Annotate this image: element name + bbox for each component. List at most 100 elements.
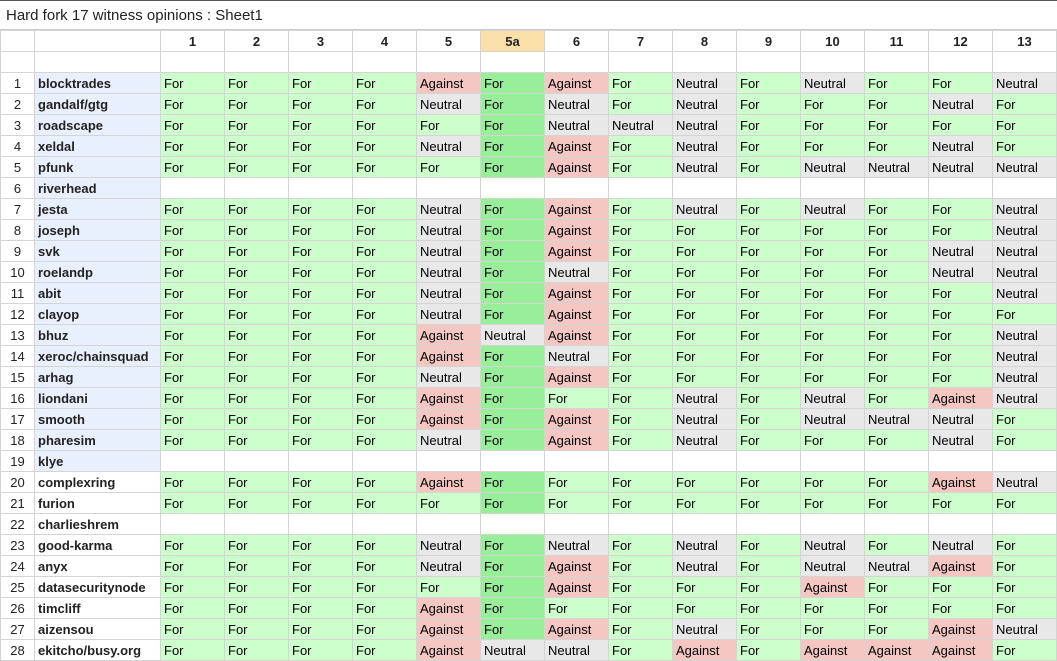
row-number[interactable]: 12 [0, 303, 35, 325]
vote-cell[interactable]: For [800, 282, 865, 304]
vote-cell[interactable]: For [480, 282, 545, 304]
vote-cell[interactable]: Against [544, 198, 609, 220]
vote-cell[interactable]: For [736, 240, 801, 262]
row-number[interactable]: 18 [0, 429, 35, 451]
vote-cell[interactable]: For [224, 219, 289, 241]
vote-cell[interactable]: For [608, 429, 673, 451]
vote-cell[interactable]: For [928, 597, 993, 619]
vote-cell[interactable]: For [992, 93, 1057, 115]
vote-cell[interactable] [800, 177, 865, 199]
vote-cell[interactable]: For [352, 303, 417, 325]
vote-cell[interactable]: For [992, 135, 1057, 157]
vote-cell[interactable]: For [352, 492, 417, 514]
vote-cell[interactable]: For [352, 534, 417, 556]
vote-cell[interactable] [416, 513, 481, 535]
vote-cell[interactable]: For [736, 408, 801, 430]
row-number[interactable]: 3 [0, 114, 35, 136]
vote-cell[interactable]: For [224, 282, 289, 304]
witness-name[interactable]: roelandp [34, 261, 161, 283]
vote-cell[interactable]: Neutral [672, 555, 737, 577]
vote-cell[interactable]: For [928, 72, 993, 94]
column-header-9[interactable]: 9 [736, 30, 801, 52]
vote-cell[interactable]: Neutral [672, 618, 737, 640]
vote-cell[interactable]: Neutral [992, 156, 1057, 178]
vote-cell[interactable] [608, 177, 673, 199]
vote-cell[interactable]: Neutral [416, 219, 481, 241]
blank-cell[interactable] [480, 51, 545, 73]
vote-cell[interactable]: Against [416, 345, 481, 367]
vote-cell[interactable]: For [160, 555, 225, 577]
vote-cell[interactable]: For [928, 219, 993, 241]
column-header-12[interactable]: 12 [928, 30, 993, 52]
vote-cell[interactable]: Neutral [416, 366, 481, 388]
blank-cell[interactable] [352, 51, 417, 73]
vote-cell[interactable]: Neutral [416, 135, 481, 157]
vote-cell[interactable]: For [288, 429, 353, 451]
vote-cell[interactable]: For [160, 366, 225, 388]
vote-cell[interactable]: For [608, 282, 673, 304]
vote-cell[interactable]: For [672, 597, 737, 619]
vote-cell[interactable]: For [224, 471, 289, 493]
witness-name[interactable]: smooth [34, 408, 161, 430]
row-number[interactable]: 6 [0, 177, 35, 199]
vote-cell[interactable] [352, 177, 417, 199]
vote-cell[interactable]: For [480, 135, 545, 157]
vote-cell[interactable]: For [736, 639, 801, 661]
vote-cell[interactable]: For [672, 282, 737, 304]
vote-cell[interactable]: Neutral [544, 639, 609, 661]
vote-cell[interactable]: For [864, 282, 929, 304]
vote-cell[interactable]: Neutral [544, 93, 609, 115]
row-number[interactable]: 8 [0, 219, 35, 241]
vote-cell[interactable] [800, 513, 865, 535]
vote-cell[interactable]: Neutral [672, 387, 737, 409]
witness-name[interactable]: klye [34, 450, 161, 472]
witness-name[interactable]: pharesim [34, 429, 161, 451]
vote-cell[interactable]: Against [544, 576, 609, 598]
vote-cell[interactable]: For [160, 198, 225, 220]
vote-cell[interactable] [544, 513, 609, 535]
vote-cell[interactable] [672, 450, 737, 472]
vote-cell[interactable]: For [480, 114, 545, 136]
vote-cell[interactable]: For [352, 555, 417, 577]
witness-name[interactable]: arhag [34, 366, 161, 388]
vote-cell[interactable] [608, 450, 673, 472]
row-number[interactable]: 2 [0, 93, 35, 115]
vote-cell[interactable]: Neutral [928, 135, 993, 157]
vote-cell[interactable]: For [288, 618, 353, 640]
vote-cell[interactable]: Neutral [672, 93, 737, 115]
vote-cell[interactable]: For [288, 471, 353, 493]
vote-cell[interactable]: For [864, 618, 929, 640]
witness-name[interactable]: xeroc/chainsquad [34, 345, 161, 367]
vote-cell[interactable]: For [608, 576, 673, 598]
vote-cell[interactable]: For [992, 429, 1057, 451]
witness-name[interactable]: joseph [34, 219, 161, 241]
vote-cell[interactable]: For [672, 576, 737, 598]
vote-cell[interactable]: For [352, 240, 417, 262]
vote-cell[interactable]: Neutral [416, 240, 481, 262]
vote-cell[interactable] [608, 513, 673, 535]
vote-cell[interactable]: For [928, 303, 993, 325]
row-number[interactable]: 16 [0, 387, 35, 409]
vote-cell[interactable]: For [992, 639, 1057, 661]
vote-cell[interactable]: For [160, 261, 225, 283]
blank-cell[interactable] [928, 51, 993, 73]
vote-cell[interactable]: For [800, 114, 865, 136]
vote-cell[interactable] [352, 513, 417, 535]
vote-cell[interactable]: For [864, 114, 929, 136]
vote-cell[interactable]: Neutral [800, 387, 865, 409]
vote-cell[interactable]: Neutral [992, 345, 1057, 367]
vote-cell[interactable]: For [224, 639, 289, 661]
vote-cell[interactable] [928, 450, 993, 472]
vote-cell[interactable] [992, 513, 1057, 535]
vote-cell[interactable] [416, 450, 481, 472]
vote-cell[interactable] [288, 513, 353, 535]
vote-cell[interactable] [288, 177, 353, 199]
vote-cell[interactable]: For [736, 114, 801, 136]
vote-cell[interactable]: Neutral [928, 429, 993, 451]
vote-cell[interactable]: For [608, 303, 673, 325]
blank-cell[interactable] [288, 51, 353, 73]
vote-cell[interactable]: Against [928, 471, 993, 493]
vote-cell[interactable]: Against [928, 618, 993, 640]
witness-name[interactable]: pfunk [34, 156, 161, 178]
vote-cell[interactable]: For [416, 156, 481, 178]
